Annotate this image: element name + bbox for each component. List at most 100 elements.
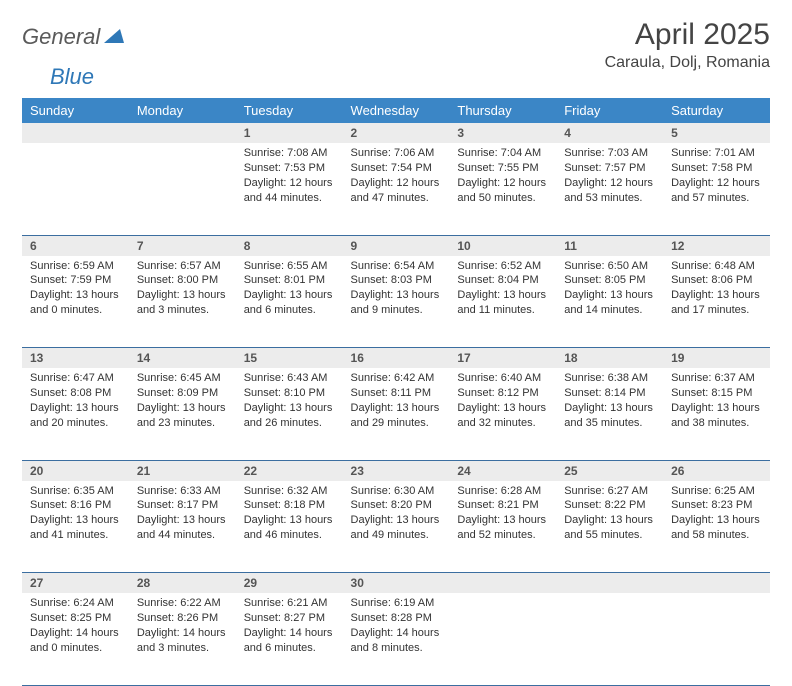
daylight-line: Daylight: 13 hours and 0 minutes. xyxy=(30,288,121,318)
day-number-cell: 6 xyxy=(22,235,129,256)
sunrise-line: Sunrise: 6:19 AM xyxy=(351,596,442,611)
day-cell: Sunrise: 7:08 AMSunset: 7:53 PMDaylight:… xyxy=(236,143,343,235)
sunset-line: Sunset: 8:09 PM xyxy=(137,386,228,401)
day-cell xyxy=(129,143,236,235)
daylight-line: Daylight: 13 hours and 32 minutes. xyxy=(457,401,548,431)
day-cell: Sunrise: 7:06 AMSunset: 7:54 PMDaylight:… xyxy=(343,143,450,235)
sunset-line: Sunset: 8:00 PM xyxy=(137,273,228,288)
day-cell: Sunrise: 6:19 AMSunset: 8:28 PMDaylight:… xyxy=(343,593,450,685)
day-number-cell: 17 xyxy=(449,348,556,369)
sunset-line: Sunset: 8:05 PM xyxy=(564,273,655,288)
sunset-line: Sunset: 8:17 PM xyxy=(137,498,228,513)
day-number-row: 20212223242526 xyxy=(22,460,770,481)
sunrise-line: Sunrise: 6:43 AM xyxy=(244,371,335,386)
day-cell: Sunrise: 6:25 AMSunset: 8:23 PMDaylight:… xyxy=(663,481,770,573)
daylight-line: Daylight: 12 hours and 47 minutes. xyxy=(351,176,442,206)
day-header: Tuesday xyxy=(236,98,343,123)
logo-text-general: General xyxy=(22,24,100,50)
sunset-line: Sunset: 8:26 PM xyxy=(137,611,228,626)
sunset-line: Sunset: 8:27 PM xyxy=(244,611,335,626)
day-number-cell: 22 xyxy=(236,460,343,481)
sunset-line: Sunset: 8:16 PM xyxy=(30,498,121,513)
day-header: Sunday xyxy=(22,98,129,123)
day-number-cell: 8 xyxy=(236,235,343,256)
daylight-line: Daylight: 13 hours and 14 minutes. xyxy=(564,288,655,318)
sunset-line: Sunset: 8:01 PM xyxy=(244,273,335,288)
day-cell: Sunrise: 6:54 AMSunset: 8:03 PMDaylight:… xyxy=(343,256,450,348)
day-number-cell: 23 xyxy=(343,460,450,481)
logo: General xyxy=(22,18,108,50)
day-number-cell xyxy=(129,123,236,143)
day-header-row: Sunday Monday Tuesday Wednesday Thursday… xyxy=(22,98,770,123)
daylight-line: Daylight: 12 hours and 57 minutes. xyxy=(671,176,762,206)
day-cell: Sunrise: 6:32 AMSunset: 8:18 PMDaylight:… xyxy=(236,481,343,573)
sunrise-line: Sunrise: 6:59 AM xyxy=(30,259,121,274)
daylight-line: Daylight: 13 hours and 38 minutes. xyxy=(671,401,762,431)
daylight-line: Daylight: 12 hours and 44 minutes. xyxy=(244,176,335,206)
daylight-line: Daylight: 13 hours and 58 minutes. xyxy=(671,513,762,543)
sunset-line: Sunset: 8:20 PM xyxy=(351,498,442,513)
day-cell: Sunrise: 6:50 AMSunset: 8:05 PMDaylight:… xyxy=(556,256,663,348)
day-number-cell: 26 xyxy=(663,460,770,481)
sunset-line: Sunset: 8:22 PM xyxy=(564,498,655,513)
day-number-cell: 10 xyxy=(449,235,556,256)
sunrise-line: Sunrise: 7:06 AM xyxy=(351,146,442,161)
day-number-cell: 9 xyxy=(343,235,450,256)
calendar-table: Sunday Monday Tuesday Wednesday Thursday… xyxy=(22,98,770,686)
day-number-cell: 12 xyxy=(663,235,770,256)
sunrise-line: Sunrise: 6:28 AM xyxy=(457,484,548,499)
sunrise-line: Sunrise: 6:27 AM xyxy=(564,484,655,499)
day-cell: Sunrise: 6:28 AMSunset: 8:21 PMDaylight:… xyxy=(449,481,556,573)
day-number-cell xyxy=(663,573,770,594)
sunrise-line: Sunrise: 7:01 AM xyxy=(671,146,762,161)
sunrise-line: Sunrise: 6:30 AM xyxy=(351,484,442,499)
daylight-line: Daylight: 14 hours and 8 minutes. xyxy=(351,626,442,656)
day-number-row: 13141516171819 xyxy=(22,348,770,369)
sunrise-line: Sunrise: 6:50 AM xyxy=(564,259,655,274)
daylight-line: Daylight: 13 hours and 17 minutes. xyxy=(671,288,762,318)
day-number-cell: 29 xyxy=(236,573,343,594)
day-number-cell: 24 xyxy=(449,460,556,481)
day-number-cell: 28 xyxy=(129,573,236,594)
day-cell: Sunrise: 6:27 AMSunset: 8:22 PMDaylight:… xyxy=(556,481,663,573)
sunrise-line: Sunrise: 6:54 AM xyxy=(351,259,442,274)
day-cell: Sunrise: 6:42 AMSunset: 8:11 PMDaylight:… xyxy=(343,368,450,460)
day-number-cell: 30 xyxy=(343,573,450,594)
day-number-cell: 2 xyxy=(343,123,450,143)
daylight-line: Daylight: 13 hours and 20 minutes. xyxy=(30,401,121,431)
week-row: Sunrise: 7:08 AMSunset: 7:53 PMDaylight:… xyxy=(22,143,770,235)
sunrise-line: Sunrise: 6:45 AM xyxy=(137,371,228,386)
day-number-row: 12345 xyxy=(22,123,770,143)
day-cell: Sunrise: 6:55 AMSunset: 8:01 PMDaylight:… xyxy=(236,256,343,348)
sunrise-line: Sunrise: 6:52 AM xyxy=(457,259,548,274)
day-number-cell: 27 xyxy=(22,573,129,594)
day-cell: Sunrise: 6:24 AMSunset: 8:25 PMDaylight:… xyxy=(22,593,129,685)
daylight-line: Daylight: 13 hours and 35 minutes. xyxy=(564,401,655,431)
day-cell xyxy=(449,593,556,685)
sunrise-line: Sunrise: 6:55 AM xyxy=(244,259,335,274)
sunrise-line: Sunrise: 7:03 AM xyxy=(564,146,655,161)
day-number-cell: 21 xyxy=(129,460,236,481)
sunrise-line: Sunrise: 6:24 AM xyxy=(30,596,121,611)
sunset-line: Sunset: 7:59 PM xyxy=(30,273,121,288)
day-header: Thursday xyxy=(449,98,556,123)
sunset-line: Sunset: 8:15 PM xyxy=(671,386,762,401)
sunrise-line: Sunrise: 6:47 AM xyxy=(30,371,121,386)
week-row: Sunrise: 6:35 AMSunset: 8:16 PMDaylight:… xyxy=(22,481,770,573)
sunset-line: Sunset: 8:06 PM xyxy=(671,273,762,288)
day-cell: Sunrise: 6:21 AMSunset: 8:27 PMDaylight:… xyxy=(236,593,343,685)
sunset-line: Sunset: 7:55 PM xyxy=(457,161,548,176)
sunset-line: Sunset: 8:14 PM xyxy=(564,386,655,401)
day-cell: Sunrise: 6:40 AMSunset: 8:12 PMDaylight:… xyxy=(449,368,556,460)
day-cell: Sunrise: 7:01 AMSunset: 7:58 PMDaylight:… xyxy=(663,143,770,235)
daylight-line: Daylight: 12 hours and 53 minutes. xyxy=(564,176,655,206)
sunrise-line: Sunrise: 6:40 AM xyxy=(457,371,548,386)
day-cell: Sunrise: 6:33 AMSunset: 8:17 PMDaylight:… xyxy=(129,481,236,573)
daylight-line: Daylight: 13 hours and 26 minutes. xyxy=(244,401,335,431)
day-number-row: 27282930 xyxy=(22,573,770,594)
sunset-line: Sunset: 8:23 PM xyxy=(671,498,762,513)
day-number-cell: 15 xyxy=(236,348,343,369)
day-cell: Sunrise: 6:59 AMSunset: 7:59 PMDaylight:… xyxy=(22,256,129,348)
day-cell: Sunrise: 6:35 AMSunset: 8:16 PMDaylight:… xyxy=(22,481,129,573)
day-number-cell: 16 xyxy=(343,348,450,369)
